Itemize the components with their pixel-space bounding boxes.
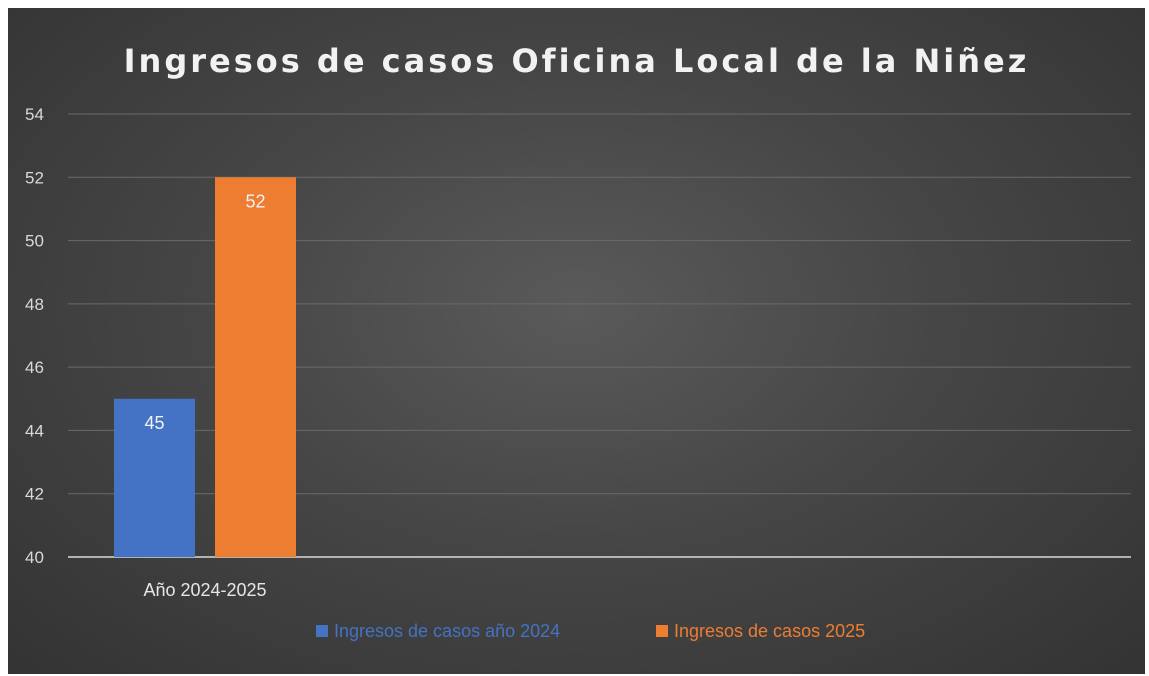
data-label: 45	[144, 413, 164, 433]
chart-title: Ingresos de casos Oficina Local de la Ni…	[123, 42, 1030, 80]
bar	[114, 398, 195, 557]
y-tick-label: 50	[25, 232, 44, 251]
y-tick-label: 44	[25, 421, 44, 440]
chart-area: Ingresos de casos Oficina Local de la Ni…	[8, 8, 1145, 674]
y-tick-label: 48	[25, 295, 44, 314]
legend-label: Ingresos de casos año 2024	[334, 621, 560, 641]
y-tick-label: 54	[25, 105, 44, 124]
x-tick-label: Año 2024-2025	[143, 580, 266, 600]
bar	[215, 177, 296, 558]
y-tick-label: 40	[25, 548, 44, 567]
legend-swatch	[656, 625, 668, 637]
y-tick-label: 52	[25, 168, 44, 187]
legend-label: Ingresos de casos 2025	[674, 621, 865, 641]
data-label: 52	[245, 191, 265, 211]
y-tick-label: 42	[25, 485, 44, 504]
legend-swatch	[316, 625, 328, 637]
y-tick-label: 46	[25, 358, 44, 377]
